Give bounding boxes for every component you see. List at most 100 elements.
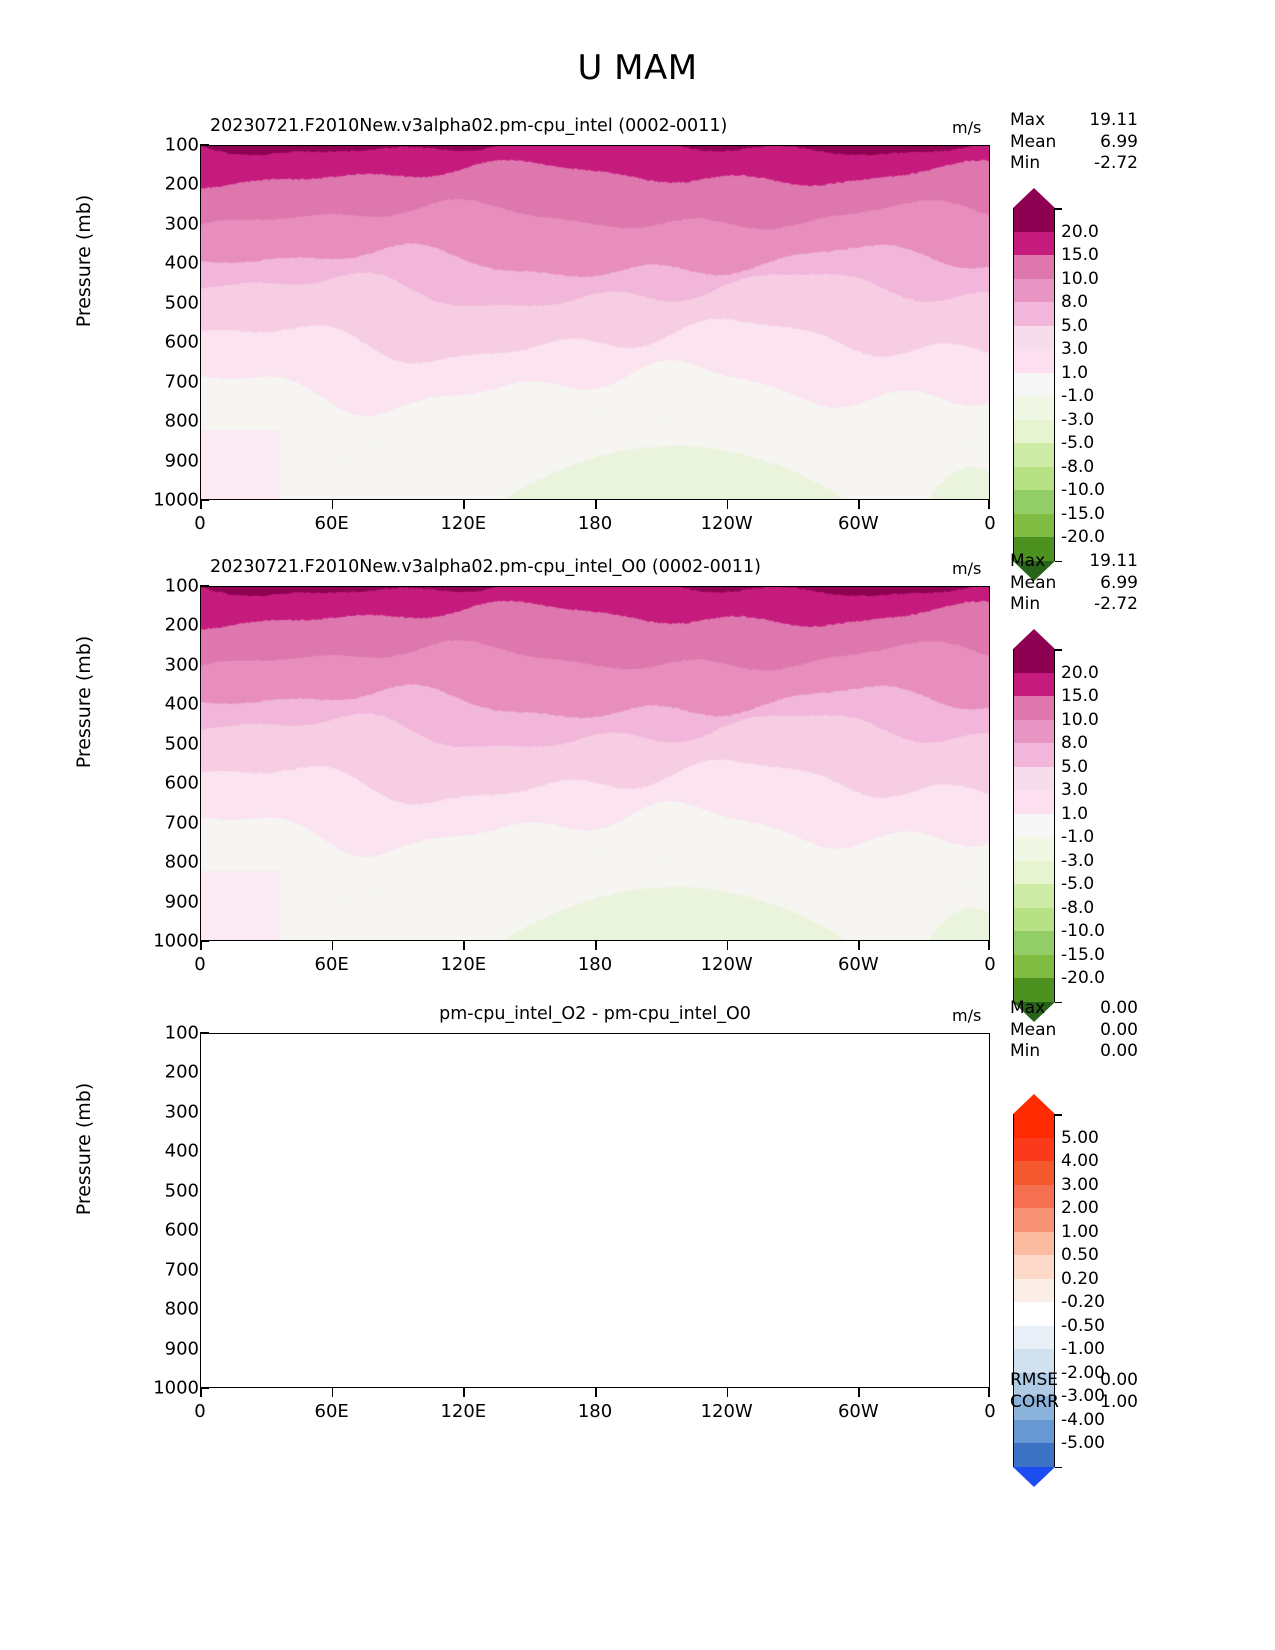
colorbar-tick-label: 3.0: [1061, 339, 1089, 359]
y-tick-label: 500: [164, 1180, 199, 1202]
colorbar-end-tick: [1055, 649, 1062, 651]
colorbar-end-tick: [1055, 560, 1062, 562]
x-tick-label: 120E: [440, 1401, 487, 1422]
colorbar-extend-min-arrow: [1013, 1001, 1055, 1022]
colorbar-tick-label: 3.00: [1061, 1174, 1099, 1195]
colorbar-segment: [1013, 372, 1055, 396]
panel-difference-units: m/s: [952, 1006, 982, 1025]
panel-test-contour-canvas: [201, 146, 989, 499]
colorbar-tick-label: -1.0: [1061, 827, 1095, 847]
stat-min-label: Min: [1010, 153, 1041, 173]
colorbar-segment: [1013, 1255, 1055, 1279]
colorbar-segment: [1013, 1396, 1055, 1420]
colorbar-tick-label: 10.0: [1061, 268, 1099, 289]
x-tick-mark: [726, 941, 729, 950]
colorbar-tick-label: 2.00: [1061, 1198, 1099, 1218]
x-tick-label: 120W: [700, 513, 753, 534]
panel-reference-xticks: 0 60E 120E 180 120W 60W 0: [194, 941, 996, 981]
colorbar-tick-label: -1.00: [1061, 1339, 1105, 1359]
panel-test-yticks: 100 200 300 400 500 600 700 800 900 1000: [125, 135, 200, 511]
x-tick-mark: [988, 941, 990, 950]
colorbar-segment: [1013, 255, 1055, 279]
x-tick-mark: [726, 1388, 729, 1397]
y-tick-label: 1000: [153, 489, 199, 511]
y-tick-label: 400: [164, 252, 199, 274]
colorbar-tick-label: -10.0: [1061, 921, 1105, 941]
colorbar-segment: [1013, 1208, 1055, 1232]
colorbar-tick-label: 15.0: [1061, 245, 1099, 265]
stat-corr-label: CORR: [1010, 1391, 1059, 1412]
x-tick-mark: [858, 1388, 860, 1397]
y-tick-label: 300: [164, 1101, 199, 1123]
colorbar-tick-label: -15.0: [1061, 944, 1105, 965]
colorbar-tick-label: -3.0: [1061, 850, 1095, 871]
y-tick-label: 100: [164, 1022, 199, 1044]
y-tick-label: 200: [164, 614, 199, 636]
y-tick-label: 600: [164, 331, 199, 353]
colorbar-tick-label: 1.0: [1061, 362, 1089, 383]
panel-reference-stats: Max 19.11 Mean 6.99 Min -2.72: [1010, 551, 1138, 616]
colorbar-tick-label: 0.20: [1061, 1268, 1099, 1289]
stat-min-value: 0.00: [1100, 1041, 1138, 1061]
colorbar-extend-max-arrow: [1013, 629, 1055, 649]
colorbar-tick-label: 5.0: [1061, 315, 1089, 336]
x-tick-mark: [858, 941, 860, 950]
x-tick-mark: [463, 1388, 465, 1397]
x-tick-label: 120W: [700, 954, 753, 975]
colorbar-segment: [1013, 208, 1055, 232]
x-tick-label: 60E: [314, 513, 349, 534]
colorbar-tick-label: -8.0: [1061, 897, 1095, 918]
colorbar-end-tick: [1055, 1114, 1062, 1116]
colorbar-end-tick: [1055, 208, 1062, 210]
colorbar-tick-label: -3.0: [1061, 409, 1095, 430]
colorbar-segment: [1013, 1231, 1055, 1255]
colorbar-segment: [1013, 860, 1055, 884]
panel-difference-xticks: 0 60E 120E 180 120W 60W 0: [194, 1388, 996, 1428]
colorbar-tick-label: 1.00: [1061, 1221, 1099, 1242]
x-tick-mark: [858, 500, 860, 509]
y-tick-label: 100: [164, 134, 199, 156]
colorbar-body: [1013, 629, 1055, 1022]
panel-reference-title: 20230721.F2010New.v3alpha02.pm-cpu_intel…: [210, 557, 761, 577]
colorbar-segment: [1013, 1184, 1055, 1208]
colorbar-segment: [1013, 278, 1055, 302]
stat-min-value: -2.72: [1094, 594, 1138, 614]
colorbar-segment: [1013, 931, 1055, 955]
y-tick-label: 700: [164, 371, 199, 393]
colorbar-tick-label: -5.0: [1061, 874, 1095, 894]
x-tick-label: 0: [984, 1401, 996, 1422]
y-tick-label: 500: [164, 292, 199, 314]
y-tick-label: 800: [164, 1298, 199, 1320]
y-tick-label: 900: [164, 1338, 199, 1360]
colorbar-segment: [1013, 649, 1055, 673]
stat-min-label: Min: [1010, 1041, 1041, 1061]
stat-mean-value: 6.99: [1100, 572, 1138, 593]
stat-max-label: Max: [1010, 551, 1046, 571]
colorbar-segment: [1013, 672, 1055, 696]
colorbar-segment: [1013, 1372, 1055, 1396]
stat-max-value: 0.00: [1100, 998, 1138, 1018]
colorbar-segment: [1013, 907, 1055, 931]
colorbar-segment: [1013, 396, 1055, 420]
x-tick-label: 0: [984, 954, 996, 975]
x-tick-mark: [595, 500, 597, 509]
x-tick-label: 60W: [837, 954, 879, 975]
x-tick-label: 60W: [837, 513, 879, 534]
colorbar-tick-label: 1.0: [1061, 803, 1089, 824]
x-tick-label: 0: [984, 513, 996, 534]
y-tick-label: 600: [164, 1219, 199, 1241]
figure-title: U MAM: [577, 48, 698, 88]
colorbar-tick-label: 20.0: [1061, 221, 1099, 242]
colorbar-body: [1013, 188, 1055, 581]
panel-difference-ylabel: Pressure (mb): [73, 1082, 95, 1216]
colorbar-extend-max-arrow: [1013, 1094, 1055, 1114]
colorbar-segment: [1013, 443, 1055, 467]
colorbar-tick-label: 0.50: [1061, 1245, 1099, 1265]
colorbar-segment: [1013, 1137, 1055, 1161]
colorbar-tick-label: 3.0: [1061, 780, 1089, 800]
y-tick-label: 300: [164, 213, 199, 235]
panel-test-ylabel: Pressure (mb): [73, 194, 95, 328]
colorbar-tick-label: 10.0: [1061, 709, 1099, 730]
colorbar-segment: [1013, 231, 1055, 255]
y-tick-label: 800: [164, 851, 199, 873]
